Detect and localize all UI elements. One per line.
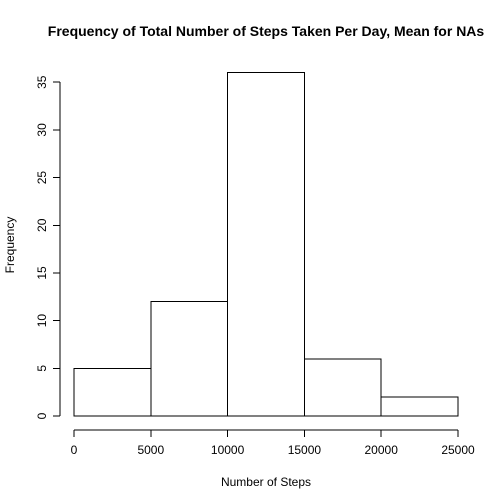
y-tick-label: 5 — [35, 365, 49, 372]
y-tick-label: 10 — [35, 314, 49, 328]
histogram-bar-1 — [73, 367, 152, 417]
chart-title: Frequency of Total Number of Steps Taken… — [48, 23, 485, 39]
histogram-bar-5 — [380, 396, 459, 417]
y-tick-label: 15 — [35, 266, 49, 280]
x-tick-label: 0 — [71, 443, 78, 457]
y-tick-label: 25 — [35, 171, 49, 185]
x-tick-label: 20000 — [365, 443, 399, 457]
y-axis-label: Frequency — [3, 217, 17, 274]
x-axis-label: Number of Steps — [221, 475, 311, 489]
y-tick-label: 20 — [35, 218, 49, 232]
histogram-bar-4 — [303, 358, 382, 417]
y-tick-label: 35 — [35, 75, 49, 89]
x-tick-label: 25000 — [441, 443, 475, 457]
y-tick-label: 30 — [35, 123, 49, 137]
histogram-bar-3 — [227, 72, 305, 417]
y-tick-label: 0 — [35, 412, 49, 419]
histogram-bar-2 — [150, 301, 229, 417]
y-axis: 0 5 10 15 20 25 30 35 — [35, 75, 61, 419]
x-tick-label: 15000 — [288, 443, 322, 457]
x-tick-label: 5000 — [137, 443, 164, 457]
histogram-bars — [73, 72, 459, 417]
x-axis: 0 5000 10000 15000 20000 25000 — [71, 429, 475, 457]
x-tick-label: 10000 — [211, 443, 245, 457]
